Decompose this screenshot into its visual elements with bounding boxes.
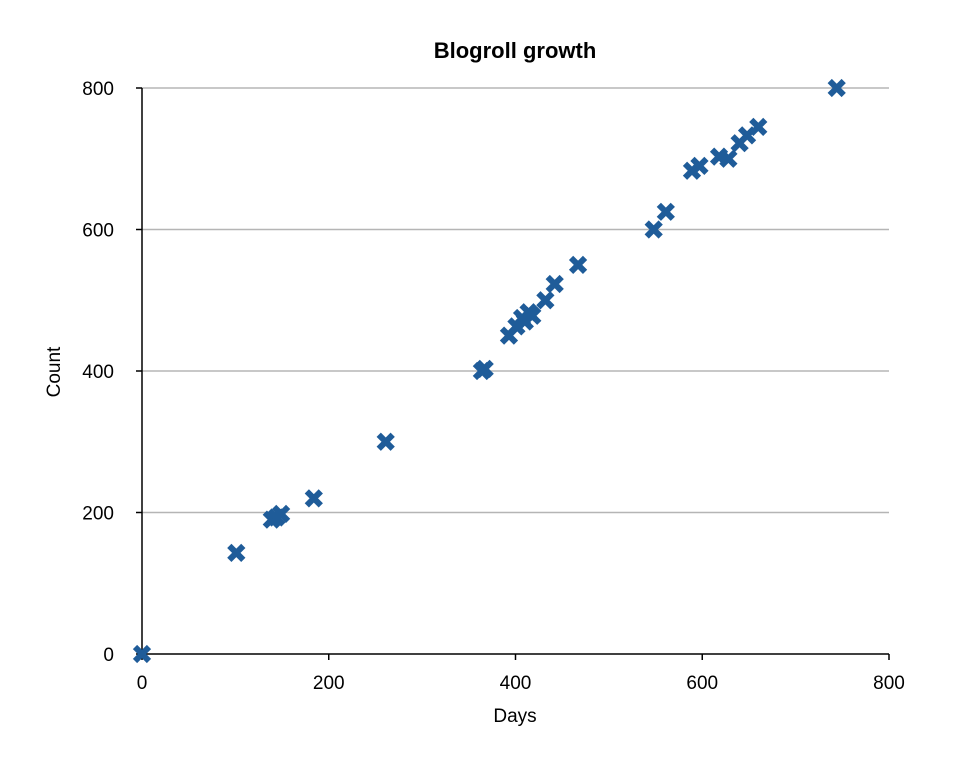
data-point-1: [227, 543, 246, 562]
data-point-5: [304, 489, 323, 508]
x-tick-label-2: 400: [500, 673, 532, 694]
x-tick-label-1: 200: [313, 673, 345, 694]
axes: [136, 87, 890, 660]
data-point-16: [545, 274, 564, 294]
data-points: [132, 78, 846, 664]
data-point-4: [272, 504, 291, 524]
y-tick-label-3: 600: [82, 221, 114, 242]
gridlines: [142, 87, 889, 514]
x-tick-label-4: 800: [873, 673, 905, 694]
y-tick-label-4: 800: [82, 79, 114, 100]
data-point-6: [376, 432, 395, 451]
data-point-23: [719, 149, 738, 168]
y-axis-label: Count: [44, 346, 65, 397]
tick-labels: 0 200 400 600 800 0 200 400 600 800: [82, 79, 905, 694]
data-point-17: [568, 255, 588, 274]
data-point-21: [690, 156, 709, 175]
data-point-18: [644, 220, 663, 239]
x-tick-label-0: 0: [137, 673, 148, 694]
data-point-0: [132, 644, 152, 664]
y-tick-label-0: 0: [103, 645, 114, 666]
data-point-15: [536, 291, 555, 310]
data-point-14: [523, 306, 542, 325]
y-tick-label-2: 400: [82, 362, 114, 383]
data-point-27: [827, 78, 846, 98]
x-tick-label-3: 600: [686, 673, 718, 694]
data-point-19: [656, 202, 675, 221]
data-point-26: [749, 117, 768, 137]
x-axis-label: Days: [493, 706, 536, 727]
y-tick-label-1: 200: [82, 504, 114, 525]
data-point-8: [475, 359, 494, 378]
chart-title: Blogroll growth: [434, 38, 597, 63]
